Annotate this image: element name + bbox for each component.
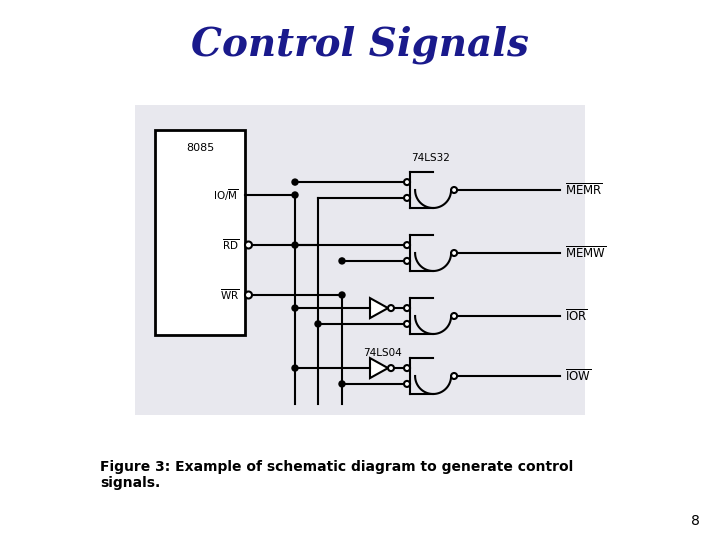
Text: 74LS32: 74LS32	[412, 153, 451, 163]
Circle shape	[404, 195, 410, 201]
Text: $\overline{\rm MEMW}$: $\overline{\rm MEMW}$	[565, 245, 606, 261]
Circle shape	[404, 242, 410, 248]
Circle shape	[292, 305, 298, 311]
Circle shape	[339, 292, 345, 298]
Bar	[135, 105, 585, 415]
Circle shape	[339, 258, 345, 264]
Circle shape	[404, 381, 410, 387]
Circle shape	[292, 365, 298, 371]
Text: 8: 8	[691, 514, 700, 528]
Circle shape	[292, 192, 298, 198]
Polygon shape	[370, 298, 388, 318]
Circle shape	[451, 313, 457, 319]
Text: 8085: 8085	[186, 143, 214, 153]
Circle shape	[404, 321, 410, 327]
Text: Figure 3: Example of schematic diagram to generate control
signals.: Figure 3: Example of schematic diagram t…	[100, 460, 573, 490]
Bar	[155, 130, 245, 335]
Text: $\overline{\rm IOR}$: $\overline{\rm IOR}$	[565, 308, 588, 324]
Circle shape	[404, 365, 410, 371]
Circle shape	[339, 381, 345, 387]
Text: $\overline{\rm RD}$: $\overline{\rm RD}$	[222, 238, 239, 252]
Text: $\overline{\rm MEMR}$: $\overline{\rm MEMR}$	[565, 182, 603, 198]
Circle shape	[315, 321, 321, 327]
Circle shape	[451, 373, 457, 379]
Text: Control Signals: Control Signals	[191, 26, 529, 64]
Circle shape	[404, 179, 410, 185]
Circle shape	[245, 241, 252, 248]
Polygon shape	[370, 358, 388, 378]
Text: $\overline{\rm WR}$: $\overline{\rm WR}$	[220, 288, 239, 302]
Text: $\overline{\rm IOW}$: $\overline{\rm IOW}$	[565, 368, 591, 384]
Circle shape	[245, 292, 252, 299]
Circle shape	[388, 365, 394, 371]
Circle shape	[292, 179, 298, 185]
Text: IO/$\overline{\rm M}$: IO/$\overline{\rm M}$	[213, 187, 239, 203]
Circle shape	[388, 305, 394, 311]
Circle shape	[404, 305, 410, 311]
Circle shape	[404, 258, 410, 264]
Text: 74LS04: 74LS04	[363, 348, 401, 358]
Circle shape	[451, 187, 457, 193]
Circle shape	[451, 250, 457, 256]
Circle shape	[292, 242, 298, 248]
